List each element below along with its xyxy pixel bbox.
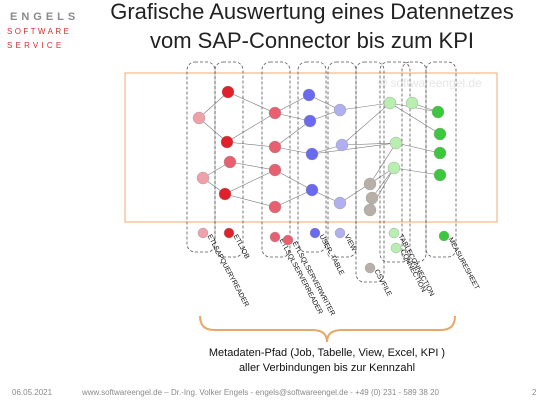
node [387, 161, 401, 175]
column-box [355, 61, 385, 283]
edge [224, 193, 276, 208]
node [303, 114, 317, 128]
node [389, 136, 403, 150]
title: vom SAP-Connector bis zum KPI [150, 28, 474, 53]
node [431, 105, 445, 119]
footer-text: www.softwareengel.de – Dr.-Ing. Volker E… [81, 388, 440, 397]
legend-marker [334, 227, 346, 239]
node [268, 200, 282, 214]
node [433, 146, 447, 160]
title: Grafische Auswertung eines Datennetzes [110, 0, 514, 24]
edge [224, 169, 276, 195]
edge [274, 189, 313, 208]
node [405, 96, 419, 110]
watermark: © softwareengel.de [378, 76, 482, 90]
legend-marker [309, 227, 321, 239]
column-box [425, 61, 457, 258]
caption: aller Verbindungen bis zur Kennzahl [239, 362, 415, 374]
node [383, 96, 397, 110]
node [268, 163, 282, 177]
edge [311, 142, 397, 155]
node [218, 187, 232, 201]
node [223, 155, 237, 169]
node [335, 138, 349, 152]
brace [199, 315, 456, 343]
legend-marker [388, 227, 400, 239]
column-box [379, 61, 411, 263]
node [192, 111, 206, 125]
edge [274, 94, 310, 114]
diagram-frame [124, 72, 498, 223]
edge [341, 142, 397, 146]
legend-marker [390, 242, 402, 254]
edge [274, 169, 313, 191]
edge [227, 91, 276, 114]
logo-line: ENGELS [10, 11, 79, 23]
edge [198, 91, 229, 119]
edge [226, 141, 276, 148]
edge [341, 102, 391, 146]
node [302, 88, 316, 102]
node [365, 191, 379, 205]
legend-marker [197, 227, 209, 239]
node [305, 183, 319, 197]
legend-marker [269, 231, 281, 243]
node [433, 168, 447, 182]
node [221, 85, 235, 99]
edge [393, 167, 441, 176]
node [268, 106, 282, 120]
caption: Metadaten-Pfad (Job, Tabelle, View, Exce… [209, 347, 445, 359]
node [220, 135, 234, 149]
footer-date: 06.05.2021 [12, 388, 53, 397]
node [333, 196, 347, 210]
node [433, 127, 447, 141]
edge [274, 120, 311, 148]
legend-marker [438, 230, 450, 242]
node [305, 147, 319, 161]
column-box [261, 61, 291, 258]
column-box [327, 61, 357, 258]
logo-line: SERVICE [7, 41, 64, 50]
logo-line: SOFTWARE [7, 27, 71, 36]
page-number: 2 [532, 388, 537, 397]
column-box [214, 61, 244, 258]
node [268, 140, 282, 154]
edge [389, 102, 441, 135]
edge [274, 146, 313, 155]
edge [395, 142, 441, 154]
legend-marker [282, 234, 294, 246]
node [363, 203, 377, 217]
edge [226, 112, 276, 143]
legend-marker [223, 227, 235, 239]
node [196, 171, 210, 185]
column-box [297, 61, 327, 253]
edge [229, 161, 276, 171]
edge [369, 142, 397, 185]
edge [371, 167, 395, 199]
node [333, 103, 347, 117]
legend-marker [364, 262, 376, 274]
edge [339, 102, 391, 111]
node [363, 177, 377, 191]
